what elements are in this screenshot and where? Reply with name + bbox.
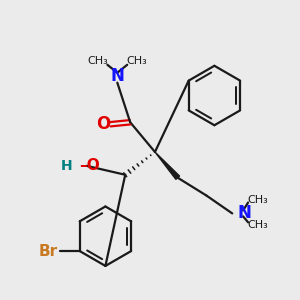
Text: CH₃: CH₃ xyxy=(87,56,108,66)
Text: CH₃: CH₃ xyxy=(248,194,268,205)
Text: CH₃: CH₃ xyxy=(248,220,268,230)
Text: N: N xyxy=(110,67,124,85)
Text: CH₃: CH₃ xyxy=(127,56,148,66)
Polygon shape xyxy=(155,152,180,179)
Text: H: H xyxy=(61,159,73,173)
Text: O: O xyxy=(96,115,111,133)
Text: –O: –O xyxy=(79,158,99,173)
Text: N: N xyxy=(237,204,251,222)
Text: Br: Br xyxy=(39,244,58,259)
